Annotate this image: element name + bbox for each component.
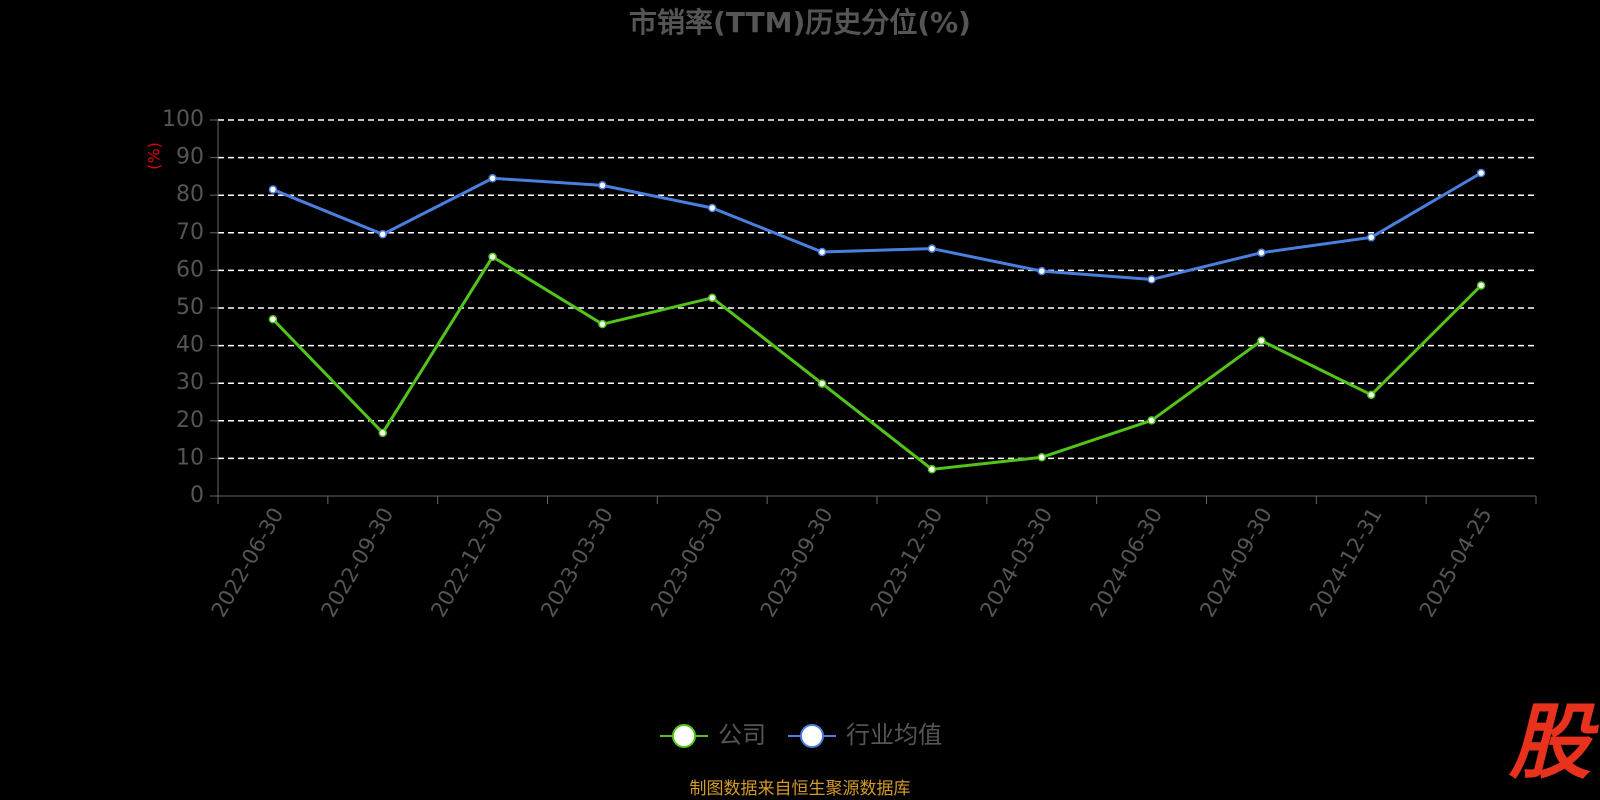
data-point — [817, 379, 827, 388]
data-point — [927, 244, 937, 253]
y-tick-label: 60 — [176, 257, 204, 282]
data-point — [268, 185, 278, 194]
data-point — [488, 252, 497, 262]
y-axis-label: (%) — [145, 142, 164, 170]
data-point — [1367, 390, 1376, 400]
series-line — [271, 254, 1483, 471]
data-point — [1037, 266, 1046, 276]
data-point — [927, 465, 937, 474]
data-point — [1147, 416, 1156, 425]
legend-marker — [800, 724, 824, 748]
legend-label: 公司 — [718, 721, 766, 749]
y-tick-label: 70 — [176, 220, 204, 245]
y-tick-label: 90 — [176, 145, 204, 170]
y-tick-label: 50 — [176, 295, 204, 320]
legend-label: 行业均值 — [846, 721, 942, 749]
data-point — [378, 428, 387, 438]
y-tick-label: 100 — [162, 107, 204, 132]
data-point — [488, 174, 497, 183]
data-point — [817, 247, 827, 257]
data-point — [378, 230, 387, 239]
data-point — [1476, 168, 1486, 178]
data-point — [1257, 248, 1266, 257]
y-tick-label: 0 — [190, 483, 204, 508]
data-point — [598, 181, 607, 190]
data-point — [268, 315, 278, 324]
y-tick-label: 30 — [176, 370, 204, 395]
data-point — [1367, 233, 1376, 242]
series-line — [272, 171, 1482, 281]
logo: 股 — [1508, 695, 1599, 790]
data-point — [708, 293, 717, 303]
source-note: 制图数据来自恒生聚源数据库 — [690, 779, 911, 799]
data-point — [1037, 453, 1046, 462]
data-point — [598, 319, 607, 329]
y-tick-label: 20 — [176, 408, 204, 433]
y-tick-label: 80 — [176, 182, 204, 207]
legend-marker — [672, 724, 696, 748]
data-point — [708, 203, 717, 213]
data-point — [1476, 281, 1486, 290]
chart-title: 市销率(TTM)历史分位(%) — [629, 6, 971, 39]
y-tick-label: 10 — [176, 445, 204, 470]
y-tick-label: 40 — [176, 333, 204, 358]
data-point — [1257, 336, 1266, 345]
data-point — [1147, 275, 1156, 284]
